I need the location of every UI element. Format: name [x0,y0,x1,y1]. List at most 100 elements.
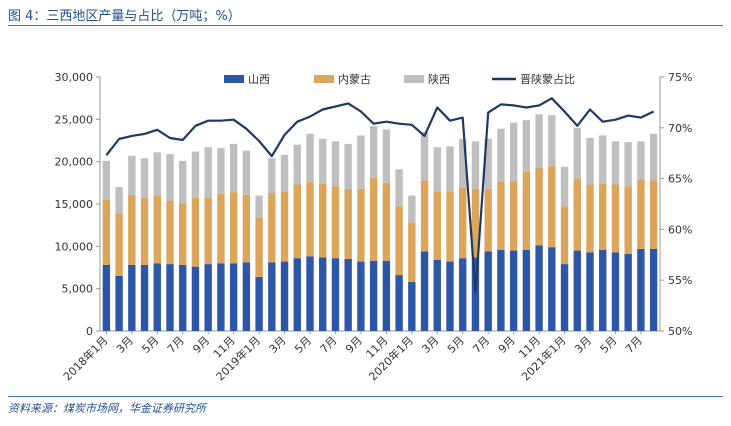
bar-shaanxi [395,169,403,207]
bar-shanxi [115,275,123,331]
bar-shaanxi [599,135,607,184]
bar-shanxi [102,264,111,331]
bar-shaanxi [408,195,416,223]
bar-shanxi [382,260,391,331]
y2-tick-label: 50% [668,325,692,338]
bar-shaanxi [471,141,480,189]
bar-shaanxi [637,141,645,180]
bar-neimenggu [408,222,416,282]
y2-tick-label: 65% [668,173,692,186]
y-tick-label: 0 [86,325,93,338]
bar-neimenggu [497,181,505,250]
bar-shaanxi [140,158,149,199]
bar-neimenggu [191,198,200,267]
x-tick-label: 5月 [292,334,314,356]
bar-shaanxi [319,138,327,184]
x-tick-label: 5月 [139,334,161,356]
bar-neimenggu [484,188,492,252]
bar-shanxi [459,258,467,331]
bar-shanxi [599,249,607,331]
bar-shaanxi [217,148,225,194]
bar-shaanxi [586,137,594,185]
bar-shaanxi [382,129,391,183]
bar-neimenggu [586,184,594,253]
bar-shanxi [344,259,352,331]
bar-shanxi [319,257,327,331]
bar-neimenggu [229,192,238,264]
bar-shanxi [649,248,658,331]
title-rule [8,25,723,26]
bar-neimenggu [420,180,429,252]
bar-neimenggu [433,191,441,260]
bar-shanxi [128,264,136,331]
bar-shaanxi [293,144,301,185]
bar-shaanxi [446,146,454,192]
x-tick-label: 7月 [165,334,187,356]
bar-shanxi [611,252,620,331]
bar-shaanxi [191,151,200,199]
bar-neimenggu [331,186,340,259]
bar-neimenggu [509,181,518,251]
bar-neimenggu [560,206,569,265]
x-tick-label: 9月 [343,334,365,356]
bar-shaanxi [369,126,378,178]
x-tick-label: 5月 [598,334,620,356]
bar-shanxi [331,258,340,331]
bar-shaanxi [153,152,161,196]
bar-shanxi [357,261,365,331]
bar-shanxi [280,261,289,331]
bar-neimenggu [535,167,543,246]
bar-shaanxi [344,143,352,189]
bars [102,114,658,331]
bar-neimenggu [624,186,632,254]
bar-shanxi [408,281,416,331]
bar-neimenggu [128,194,136,265]
bar-shaanxi [331,141,340,187]
bar-shaanxi [560,166,569,207]
bar-shanxi [420,251,429,331]
bar-shaanxi [459,138,467,188]
bar-shaanxi [280,154,289,192]
bar-shanxi [471,257,480,331]
bar-shaanxi [357,135,365,189]
bar-shanxi [535,245,543,331]
bar-neimenggu [140,198,149,265]
y-tick-label: 5,000 [62,283,94,296]
bar-shanxi [446,261,454,331]
bar-shanxi [484,251,492,331]
bar-shaanxi [548,115,556,166]
bar-neimenggu [319,183,327,258]
bar-neimenggu [395,206,403,276]
bar-shaanxi [573,127,581,179]
bar-neimenggu [637,179,645,249]
bar-shaanxi [509,122,518,182]
bar-neimenggu [573,178,581,251]
source-rule [8,396,723,397]
bar-shaanxi [204,147,212,198]
bar-neimenggu [153,195,161,264]
bar-neimenggu [459,187,467,259]
bar-shanxi [153,263,161,331]
x-tick-label: 3月 [419,334,441,356]
x-tick-label: 5月 [445,334,467,356]
bar-neimenggu [115,213,123,276]
x-tick-label: 3月 [572,334,594,356]
legend-swatch [224,75,244,83]
bar-shanxi [204,264,212,331]
bar-neimenggu [548,165,556,248]
bar-shanxi [497,249,505,331]
bar-shanxi [624,253,632,331]
bar-shanxi [217,263,225,331]
bar-shaanxi [420,132,429,181]
bar-shaanxi [497,128,505,182]
y-tick-label: 15,000 [55,198,94,211]
y-tick-label: 20,000 [55,156,94,169]
bar-shaanxi [128,155,136,195]
bar-neimenggu [102,199,111,265]
bar-shaanxi [611,141,620,185]
bar-shaanxi [522,120,531,172]
bar-shanxi [140,264,149,331]
x-tick-label: 7月 [318,334,340,356]
y-tick-label: 25,000 [55,113,94,126]
bar-neimenggu [280,191,289,262]
